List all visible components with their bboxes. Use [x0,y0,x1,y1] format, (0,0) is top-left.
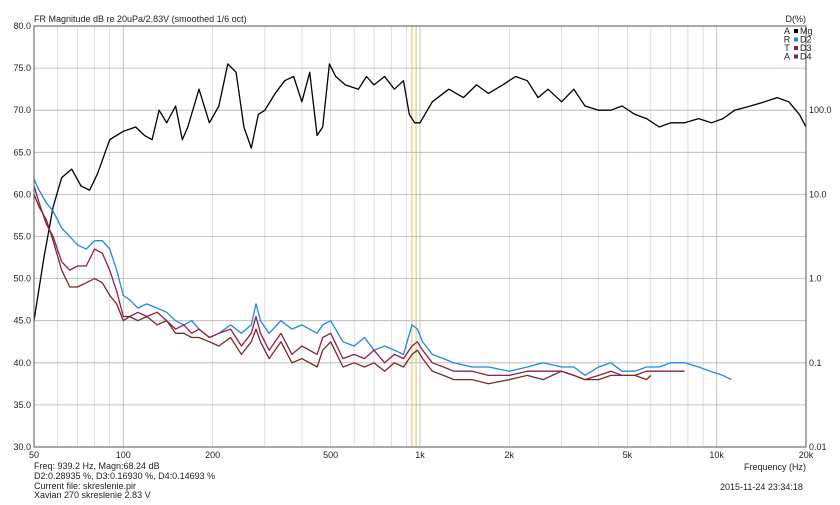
y-right-tick-label: 0.1 [809,358,822,368]
legend-label: D2 [800,35,812,45]
x-tick-label: 500 [323,450,338,460]
y-left-tick-label: 35.0 [13,400,31,410]
current-file: Current file: skreslenie.pir [34,481,137,491]
legend-code: A [784,52,790,62]
distortion-readout: D2:0.28935 %, D3:0.16930 %, D4:0.14693 % [34,471,216,481]
y-right-tick-label: 1.0 [809,274,822,284]
y-left-tick-label: 80.0 [13,21,31,31]
x-tick-label: 5k [623,450,633,460]
legend-code: T [784,43,790,53]
y-left-tick-label: 70.0 [13,105,31,115]
legend-swatch [794,46,798,50]
series-line-d4 [33,194,652,385]
x-axis-label: Frequency (Hz) [744,462,806,472]
series-line-d2 [33,178,732,381]
y-right-tick-label: 10.0 [809,189,827,199]
cursor-readout: Freq: 939.2 Hz, Magn:68.24 dB [34,461,160,471]
y-right-tick-label: 0.01 [809,442,827,452]
legend-swatch [794,29,798,33]
y-left-tick-label: 40.0 [13,358,31,368]
y-left-tick-label: 60.0 [13,189,31,199]
y-left-tick-label: 50.0 [13,274,31,284]
legend-label: D3 [800,43,812,53]
plot-frame [33,25,807,448]
x-tick-label: 200 [205,450,220,460]
grid [34,26,806,447]
y-axis-right-ticks: 100.0 10.0 1.0 0.1 0.01 [809,105,832,452]
y-right-tick-label: 100.0 [809,105,832,115]
series-line-d3 [33,185,685,381]
x-tick-label: 20k [799,450,814,460]
x-tick-label: 1k [415,450,425,460]
y-left-tick-label: 75.0 [13,63,31,73]
legend-code: R [784,35,791,45]
legend-swatch [794,54,798,59]
cursor-lines [411,26,417,447]
series-line-mg [33,63,807,321]
x-tick-label: 2k [505,450,515,460]
x-tick-label: 10k [709,450,724,460]
legend-code: A [784,26,790,36]
legend: A Mg R D2 T D3 A D4 [784,26,813,62]
legend-swatch [794,37,798,42]
measurement-info: Xavian 270 skreslenie 2.83 V [34,490,151,500]
series-lines [33,63,807,385]
y-left-tick-label: 45.0 [13,316,31,326]
x-tick-label: 50 [29,450,39,460]
y-left-tick-label: 30.0 [13,442,31,452]
legend-label: Mg [800,26,813,36]
x-tick-label: 100 [116,450,131,460]
chart-title: FR Magnitude dB re 20uPa/2.83V (smoothed… [34,14,247,24]
y-left-tick-label: 55.0 [13,232,31,242]
right-axis-label: D(%) [786,14,807,24]
y-left-tick-label: 65.0 [13,147,31,157]
y-axis-left-ticks: 80.0 75.0 70.0 65.0 60.0 55.0 50.0 45.0 40.0 35.0… [13,21,31,452]
x-axis-ticks: 50 100 200 500 1k 2k 5k 10k 20k [29,450,814,460]
legend-label: D4 [800,52,812,62]
timestamp: 2015-11-24 23:34:18 [720,482,803,492]
